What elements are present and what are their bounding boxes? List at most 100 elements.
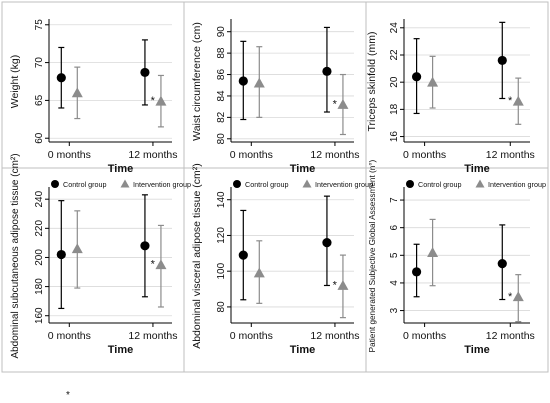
y-tick-label: 6 bbox=[389, 224, 400, 230]
y-tick-label: 80 bbox=[216, 301, 227, 313]
chart-panel-3: 16 18 20 22 24 0 months 12 months Time Triceps s… bbox=[366, 19, 535, 175]
y-tick-label: 3 bbox=[389, 307, 400, 313]
chart-panel-5: 80 100 120 140 0 months 12 months Time Abdomina… bbox=[191, 163, 373, 356]
x-axis-title: Time bbox=[290, 344, 315, 356]
data-point bbox=[155, 95, 167, 106]
data-point bbox=[253, 267, 265, 278]
x-tick-label: 12 months bbox=[128, 330, 177, 342]
legend-label: Intervention group bbox=[315, 180, 373, 189]
y-tick-label: 7 bbox=[389, 197, 400, 203]
legend-marker-control bbox=[406, 180, 414, 188]
y-axis-title: Abdominal visceral adipose tissue (cm²) bbox=[191, 163, 203, 349]
y-tick-label: 24 bbox=[389, 22, 400, 34]
significance-mark: * bbox=[151, 259, 156, 271]
data-point bbox=[512, 95, 524, 106]
y-tick-label: 20 bbox=[389, 76, 400, 88]
y-axis-title: Patient generated Subjective Global Asse… bbox=[368, 159, 377, 352]
x-axis-title: Time bbox=[290, 163, 315, 175]
x-tick-label: 0 months bbox=[230, 149, 273, 161]
x-tick-label: 12 months bbox=[310, 330, 359, 342]
data-point bbox=[56, 249, 66, 260]
chart-panel-2: 80 82 84 86 88 90 0 months 12 months Time Waist c… bbox=[191, 19, 359, 175]
x-tick-label: 0 months bbox=[403, 149, 446, 161]
chart-panel-6: 3 4 5 6 7 0 months 12 months Time Patient genera… bbox=[368, 159, 546, 356]
chart-panel-1: 60 65 70 75 0 months 12 months Time Weight (kg)… bbox=[9, 19, 177, 175]
data-point bbox=[155, 259, 167, 270]
data-point bbox=[427, 247, 439, 257]
legend-marker-intervention bbox=[475, 179, 485, 188]
x-axis-title: Time bbox=[464, 344, 489, 356]
data-point bbox=[337, 279, 349, 290]
legend-label: Control group bbox=[63, 180, 107, 189]
y-tick-label: 60 bbox=[34, 132, 45, 144]
y-tick-label: 86 bbox=[216, 69, 227, 81]
y-tick-label: 84 bbox=[216, 90, 227, 102]
data-point bbox=[427, 76, 439, 87]
y-tick-label: 18 bbox=[389, 103, 400, 115]
y-tick-label: 88 bbox=[216, 47, 227, 59]
y-tick-label: 160 bbox=[34, 307, 45, 324]
y-tick-label: 22 bbox=[389, 49, 400, 61]
legend: Control group Intervention group bbox=[233, 179, 373, 189]
data-point bbox=[322, 66, 332, 76]
x-axis-title: Time bbox=[108, 163, 133, 175]
x-tick-label: 0 months bbox=[230, 330, 273, 342]
legend-label: Intervention group bbox=[133, 180, 191, 189]
data-point bbox=[322, 238, 332, 248]
y-tick-label: 80 bbox=[216, 133, 227, 145]
x-axis-title: Time bbox=[108, 344, 133, 356]
significance-mark: * bbox=[508, 291, 513, 303]
y-axis-title: Abdominal subcutaneous adipose tissue (c… bbox=[10, 153, 21, 358]
legend: Control group Intervention group bbox=[406, 179, 546, 189]
y-tick-label: 220 bbox=[34, 220, 45, 237]
chart-panel-4: 160 180 200 220 240 0 months 12 months Time Abdo… bbox=[10, 153, 191, 358]
data-point bbox=[140, 241, 150, 251]
y-tick-label: 90 bbox=[216, 26, 227, 38]
y-tick-label: 16 bbox=[389, 131, 400, 143]
data-point bbox=[412, 267, 422, 277]
y-tick-label: 200 bbox=[34, 249, 45, 266]
significance-mark: * bbox=[333, 279, 338, 291]
y-tick-label: 5 bbox=[389, 252, 400, 258]
data-point bbox=[253, 77, 265, 88]
data-point bbox=[337, 99, 349, 109]
y-tick-label: 70 bbox=[34, 57, 45, 69]
y-tick-label: 100 bbox=[216, 262, 227, 279]
legend-label: Control group bbox=[245, 180, 289, 189]
x-axis-title: Time bbox=[464, 163, 489, 175]
legend-label: Control group bbox=[418, 180, 462, 189]
data-point bbox=[56, 73, 66, 83]
y-tick-label: 65 bbox=[34, 94, 45, 106]
significance-mark: * bbox=[151, 95, 156, 107]
legend-marker-control bbox=[51, 180, 59, 188]
significance-mark: * bbox=[508, 95, 513, 107]
data-point bbox=[238, 250, 248, 260]
x-tick-label: 12 months bbox=[486, 149, 535, 161]
x-tick-label: 0 months bbox=[403, 330, 446, 342]
x-tick-label: 0 months bbox=[48, 149, 91, 161]
y-tick-label: 120 bbox=[216, 227, 227, 244]
legend-marker-intervention bbox=[120, 179, 130, 188]
legend: Control group Intervention group bbox=[51, 179, 191, 189]
data-point bbox=[71, 87, 83, 98]
y-tick-label: 140 bbox=[216, 191, 227, 208]
y-axis-title: Weight (kg) bbox=[9, 55, 21, 109]
data-point bbox=[497, 258, 507, 269]
significance-mark: * bbox=[333, 99, 338, 111]
legend-marker-intervention bbox=[302, 179, 312, 188]
y-tick-label: 82 bbox=[216, 111, 227, 123]
data-point bbox=[497, 55, 507, 66]
data-point bbox=[412, 72, 422, 82]
y-axis-title: Waist circumference (cm) bbox=[191, 22, 203, 141]
y-tick-label: 4 bbox=[389, 280, 400, 286]
legend-label: Intervention group bbox=[488, 180, 546, 189]
legend-marker-control bbox=[233, 180, 241, 188]
data-point bbox=[512, 291, 524, 302]
y-tick-label: 75 bbox=[34, 19, 45, 31]
data-point bbox=[140, 67, 150, 78]
x-tick-label: 12 months bbox=[310, 149, 359, 161]
y-tick-label: 240 bbox=[34, 190, 45, 207]
x-tick-label: 12 months bbox=[486, 330, 535, 342]
x-tick-label: 0 months bbox=[48, 330, 91, 342]
